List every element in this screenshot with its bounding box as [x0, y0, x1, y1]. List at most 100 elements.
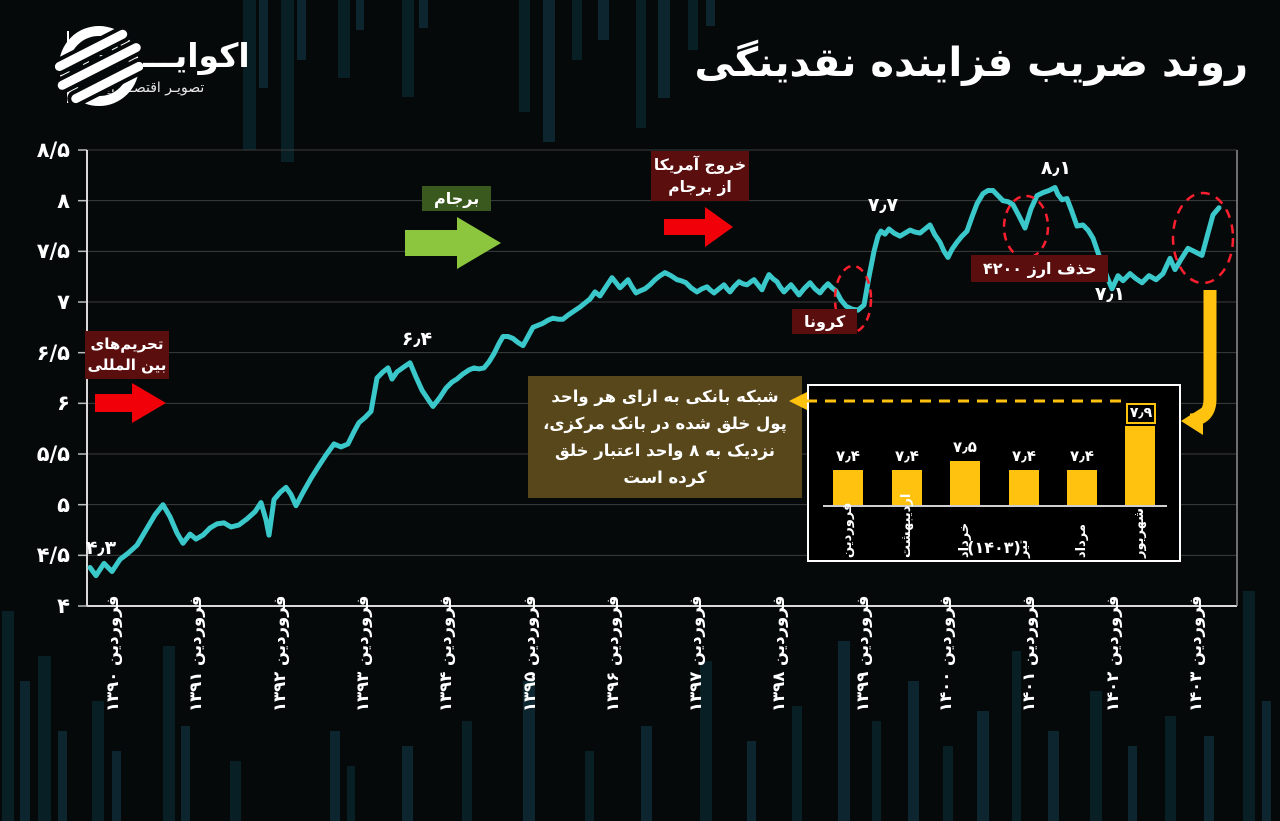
- y-tick-label: ۸/۵: [36, 138, 70, 162]
- sanctions-line1: تحریم‌های: [90, 335, 164, 353]
- sanctions-line2: بین المللی: [87, 356, 167, 374]
- y-tick-label: ۸: [57, 188, 70, 213]
- background-bar: [641, 726, 652, 821]
- liquidity-multiplier-line: [87, 185, 1222, 579]
- us-exit-arrow-icon: [664, 207, 733, 247]
- currency-4200-annotation: حذف ارز ۴۲۰۰: [971, 255, 1109, 282]
- background-bar: [1128, 746, 1137, 821]
- inset-bar-0: [833, 469, 863, 505]
- background-bar: [347, 766, 355, 821]
- y-tick-label: ۵/۵: [36, 442, 70, 466]
- elbow-arrowhead-icon: [1181, 407, 1203, 435]
- background-bar: [1048, 731, 1059, 821]
- brand-block: اکوایـــران تصویـر اقتصـاد ایـران: [55, 22, 250, 112]
- currency-4200-highlight-ellipse: [1002, 194, 1050, 260]
- background-bar: [792, 706, 802, 821]
- corona-annotation: کرونا: [792, 309, 858, 334]
- background-bar: [747, 741, 756, 821]
- inset-baseline: [823, 505, 1167, 507]
- background-bar: [2, 611, 14, 821]
- data-point-label: ۸٫۱: [1040, 157, 1072, 179]
- y-tick-label: ۶/۵: [36, 340, 70, 365]
- y-tick-label: ۷: [57, 290, 70, 314]
- data-point-label: ۷٫۷: [867, 194, 899, 216]
- y-tick-label: ۴/۵: [36, 543, 70, 568]
- sanctions-annotation: تحریم‌های بین المللی: [85, 331, 169, 379]
- background-bar: [181, 726, 190, 821]
- us-exit-line2: از برجام: [668, 178, 732, 196]
- background-bar: [402, 746, 413, 821]
- background-bar: [338, 0, 350, 78]
- page-title: روند ضریب فزاینده نقدینگی: [694, 40, 1248, 86]
- background-bar: [402, 0, 414, 97]
- inset-year-label: (۱۴۰۳): [967, 538, 1021, 557]
- background-bar: [281, 0, 294, 162]
- background-bar: [243, 0, 256, 150]
- background-bar: [163, 646, 175, 821]
- background-bar: [519, 0, 530, 112]
- background-bar: [1243, 591, 1255, 821]
- background-bar: [636, 0, 646, 128]
- background-bar: [419, 0, 428, 28]
- background-bar: [330, 731, 340, 821]
- background-bar: [297, 0, 306, 60]
- background-bar: [543, 0, 555, 142]
- inset-bar-value-label: ۷٫۴: [895, 446, 919, 465]
- latest-point-highlight-ellipse: [1171, 191, 1235, 285]
- inset-bar-5: [1125, 425, 1155, 505]
- inset-bar-value-label: ۷٫۴: [1012, 446, 1036, 465]
- dashed-connector-arrowhead-icon: [789, 392, 807, 410]
- inset-bar-4: [1067, 469, 1097, 505]
- background-bar: [598, 0, 609, 40]
- background-bar: [872, 721, 881, 821]
- data-point-label: ۴٫۳: [85, 537, 117, 559]
- corona-highlight-ellipse: [833, 264, 873, 334]
- background-bar: [1262, 701, 1271, 821]
- background-bar: [92, 701, 104, 821]
- background-bar: [706, 0, 715, 26]
- background-bar: [943, 746, 953, 821]
- inset-bar-chart: ۷٫۴ فروردین ۷٫۴ اردیبهشت ۷٫۵ خرداد ۷٫۴ تیر ۷٫۴ مر…: [807, 384, 1181, 562]
- y-tick-label: ۵: [57, 492, 70, 517]
- inset-bar-value-label: ۷٫۵: [953, 438, 977, 456]
- background-bar: [585, 751, 594, 821]
- background-bar: [58, 731, 67, 821]
- background-bar: [112, 751, 121, 821]
- background-bar: [523, 681, 535, 821]
- background-bar: [700, 661, 712, 821]
- background-bar: [838, 641, 850, 821]
- background-bar: [20, 681, 30, 821]
- data-point-label: ۶٫۴: [401, 328, 433, 350]
- background-bar: [572, 0, 582, 60]
- background-bar: [462, 721, 472, 821]
- sanctions-arrow-icon: [95, 383, 166, 423]
- background-bar: [1012, 651, 1021, 821]
- background-bar: [688, 0, 698, 50]
- background-bar: [259, 0, 268, 88]
- us-exit-line1: خروج آمریکا: [653, 156, 747, 174]
- us-exit-annotation: خروج آمریکا از برجام: [651, 151, 749, 201]
- background-bar: [977, 711, 989, 821]
- message-box: شبکه بانکی به ازای هر واحد پول خلق شده د…: [528, 376, 802, 498]
- elbow-arrow: [1190, 290, 1217, 427]
- data-point-label: ۷٫۱: [1094, 283, 1126, 305]
- jcpoa-annotation: برجام: [422, 186, 492, 211]
- background-bar: [230, 761, 241, 821]
- background-bar: [1204, 736, 1214, 821]
- background-bar: [1090, 691, 1102, 821]
- inset-bar-value-label: ۷٫۴: [1070, 446, 1094, 465]
- inset-bar-1: [892, 469, 922, 505]
- background-bar: [38, 656, 51, 821]
- inset-bar-2: [950, 461, 980, 505]
- inset-bar-value-label: ۷٫۴: [836, 446, 860, 465]
- y-tick-label: ۶: [57, 391, 70, 416]
- y-tick-label: ۴: [57, 594, 70, 618]
- background-bar: [1165, 716, 1176, 821]
- background-bar: [908, 681, 919, 821]
- y-tick-label: ۷/۵: [36, 239, 70, 264]
- inset-highlight-value-box: ۷٫۹: [1126, 402, 1156, 424]
